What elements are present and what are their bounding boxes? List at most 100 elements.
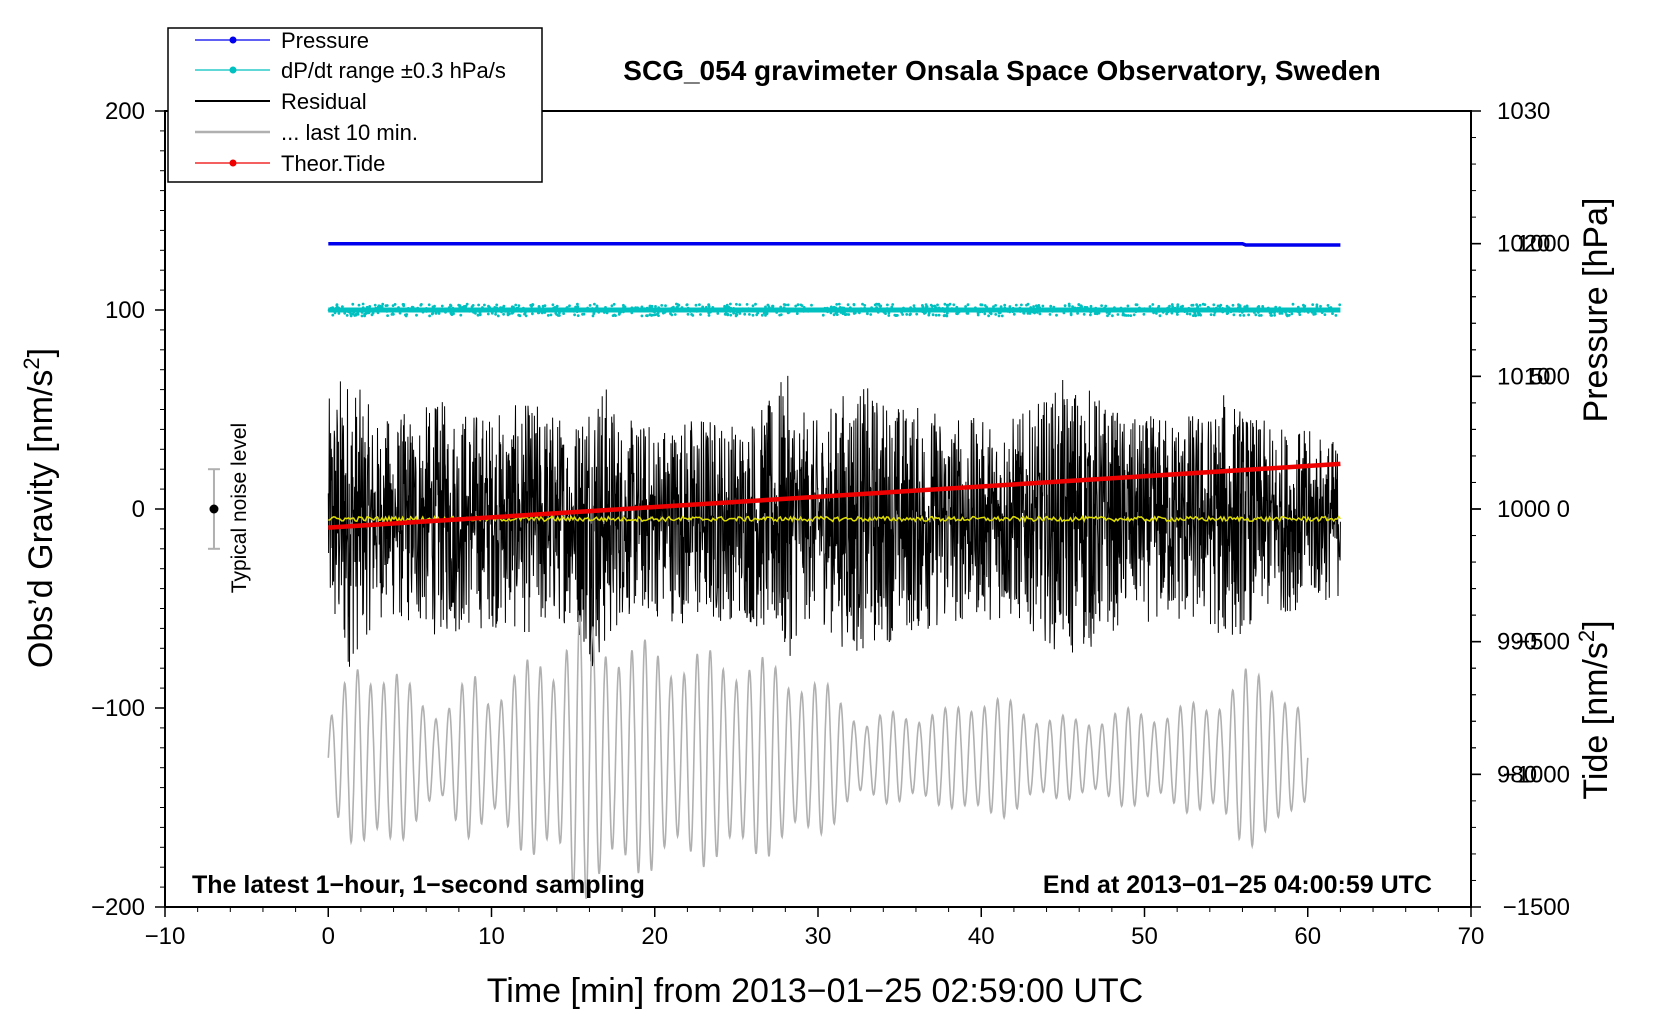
dpdt-point (343, 311, 347, 315)
dpdt-point (517, 304, 521, 307)
dpdt-point (952, 303, 956, 307)
pressure-tick-label: 980 (1497, 761, 1537, 788)
dpdt-point (964, 309, 968, 313)
dpdt-point (795, 312, 799, 315)
dpdt-point (1261, 305, 1265, 308)
pressure-tick-label: 990 (1497, 629, 1537, 656)
tide-axis-title-close: ] (1577, 620, 1615, 629)
dpdt-point (333, 311, 337, 315)
dpdt-point (573, 313, 576, 317)
legend-dot-pressure (229, 36, 237, 44)
dpdt-point (341, 305, 344, 308)
dpdt-point (414, 309, 418, 312)
dpdt-point (1254, 313, 1258, 317)
dpdt-point (600, 308, 603, 312)
dpdt-point (331, 306, 335, 310)
dpdt-point (1191, 303, 1195, 307)
legend-item-pressure: Pressure (195, 28, 369, 53)
dpdt-point (437, 310, 441, 314)
dpdt-point (905, 313, 909, 316)
dpdt-point (440, 304, 444, 308)
dpdt-point (802, 309, 805, 313)
dpdt-point (1161, 310, 1165, 314)
dpdt-point (699, 313, 702, 316)
dpdt-point (921, 305, 925, 308)
dpdt-point (1062, 311, 1066, 315)
dpdt-point (361, 302, 365, 306)
dpdt-point (386, 314, 389, 317)
x-tick-label: 30 (805, 923, 832, 950)
dpdt-point (1124, 314, 1128, 317)
tide-tick-label: −1000 (1503, 761, 1570, 788)
dpdt-point (890, 305, 894, 309)
dpdt-point (327, 308, 331, 312)
dpdt-point (754, 302, 757, 306)
dpdt-point (1071, 305, 1074, 308)
x-tick-label: −10 (145, 923, 186, 950)
dpdt-point (337, 312, 341, 315)
dpdt-point (704, 305, 708, 309)
dpdt-point (384, 304, 388, 307)
dpdt-point (1296, 305, 1300, 309)
dpdt-point (847, 313, 851, 316)
dpdt-point (1276, 309, 1280, 313)
x-tick-label: 60 (1294, 923, 1321, 950)
dpdt-point (465, 302, 469, 306)
dpdt-point (372, 308, 376, 312)
dpdt-point (444, 310, 447, 314)
dpdt-point (592, 312, 596, 315)
dpdt-point (687, 308, 691, 312)
dpdt-point (594, 307, 598, 310)
dpdt-point (856, 310, 860, 313)
dpdt-points (327, 302, 1342, 318)
dpdt-point (966, 303, 970, 306)
dpdt-point (470, 305, 474, 308)
dpdt-point (885, 307, 889, 310)
dpdt-point (642, 307, 646, 310)
dpdt-point (1158, 314, 1162, 318)
dpdt-point (528, 308, 532, 312)
legend-item-residual: Residual (195, 89, 367, 114)
dpdt-point (764, 305, 767, 309)
dpdt-point (1059, 307, 1062, 311)
dpdt-point (502, 312, 505, 316)
dpdt-point (908, 313, 912, 317)
dpdt-point (660, 304, 664, 307)
dpdt-point (613, 313, 616, 317)
dpdt-point (987, 314, 990, 318)
dpdt-point (912, 304, 916, 307)
dpdt-point (1232, 313, 1236, 317)
dpdt-point (377, 309, 380, 312)
dpdt-point (1231, 303, 1235, 307)
dpdt-point (360, 314, 364, 318)
tide-tick-label: 0 (1557, 496, 1570, 523)
dpdt-point (839, 309, 842, 312)
dpdt-point (821, 313, 825, 317)
dpdt-point (1280, 312, 1284, 315)
dpdt-point (531, 312, 534, 316)
dpdt-point (884, 312, 887, 315)
legend-label-residual: Residual (281, 89, 367, 114)
dpdt-point (1000, 314, 1004, 318)
dpdt-point (841, 312, 845, 315)
dpdt-point (1052, 305, 1056, 309)
dpdt-point (869, 313, 873, 316)
dpdt-point (1026, 302, 1030, 306)
dpdt-point (1076, 312, 1079, 315)
pressure-tick-label: 1010 (1497, 363, 1550, 390)
dpdt-point (610, 304, 614, 308)
dpdt-point (629, 307, 633, 311)
dpdt-point (366, 311, 370, 315)
dpdt-point (495, 303, 499, 307)
dpdt-point (363, 314, 366, 318)
dpdt-point (1134, 310, 1138, 313)
dpdt-point (490, 311, 494, 315)
dpdt-point (586, 306, 589, 310)
dpdt-point (458, 305, 462, 309)
dpdt-point (618, 311, 621, 315)
dpdt-point (786, 311, 790, 315)
dpdt-point (1197, 309, 1200, 313)
legend-dot-dpdt (229, 66, 237, 74)
dpdt-point (967, 309, 970, 312)
dpdt-point (486, 312, 490, 316)
